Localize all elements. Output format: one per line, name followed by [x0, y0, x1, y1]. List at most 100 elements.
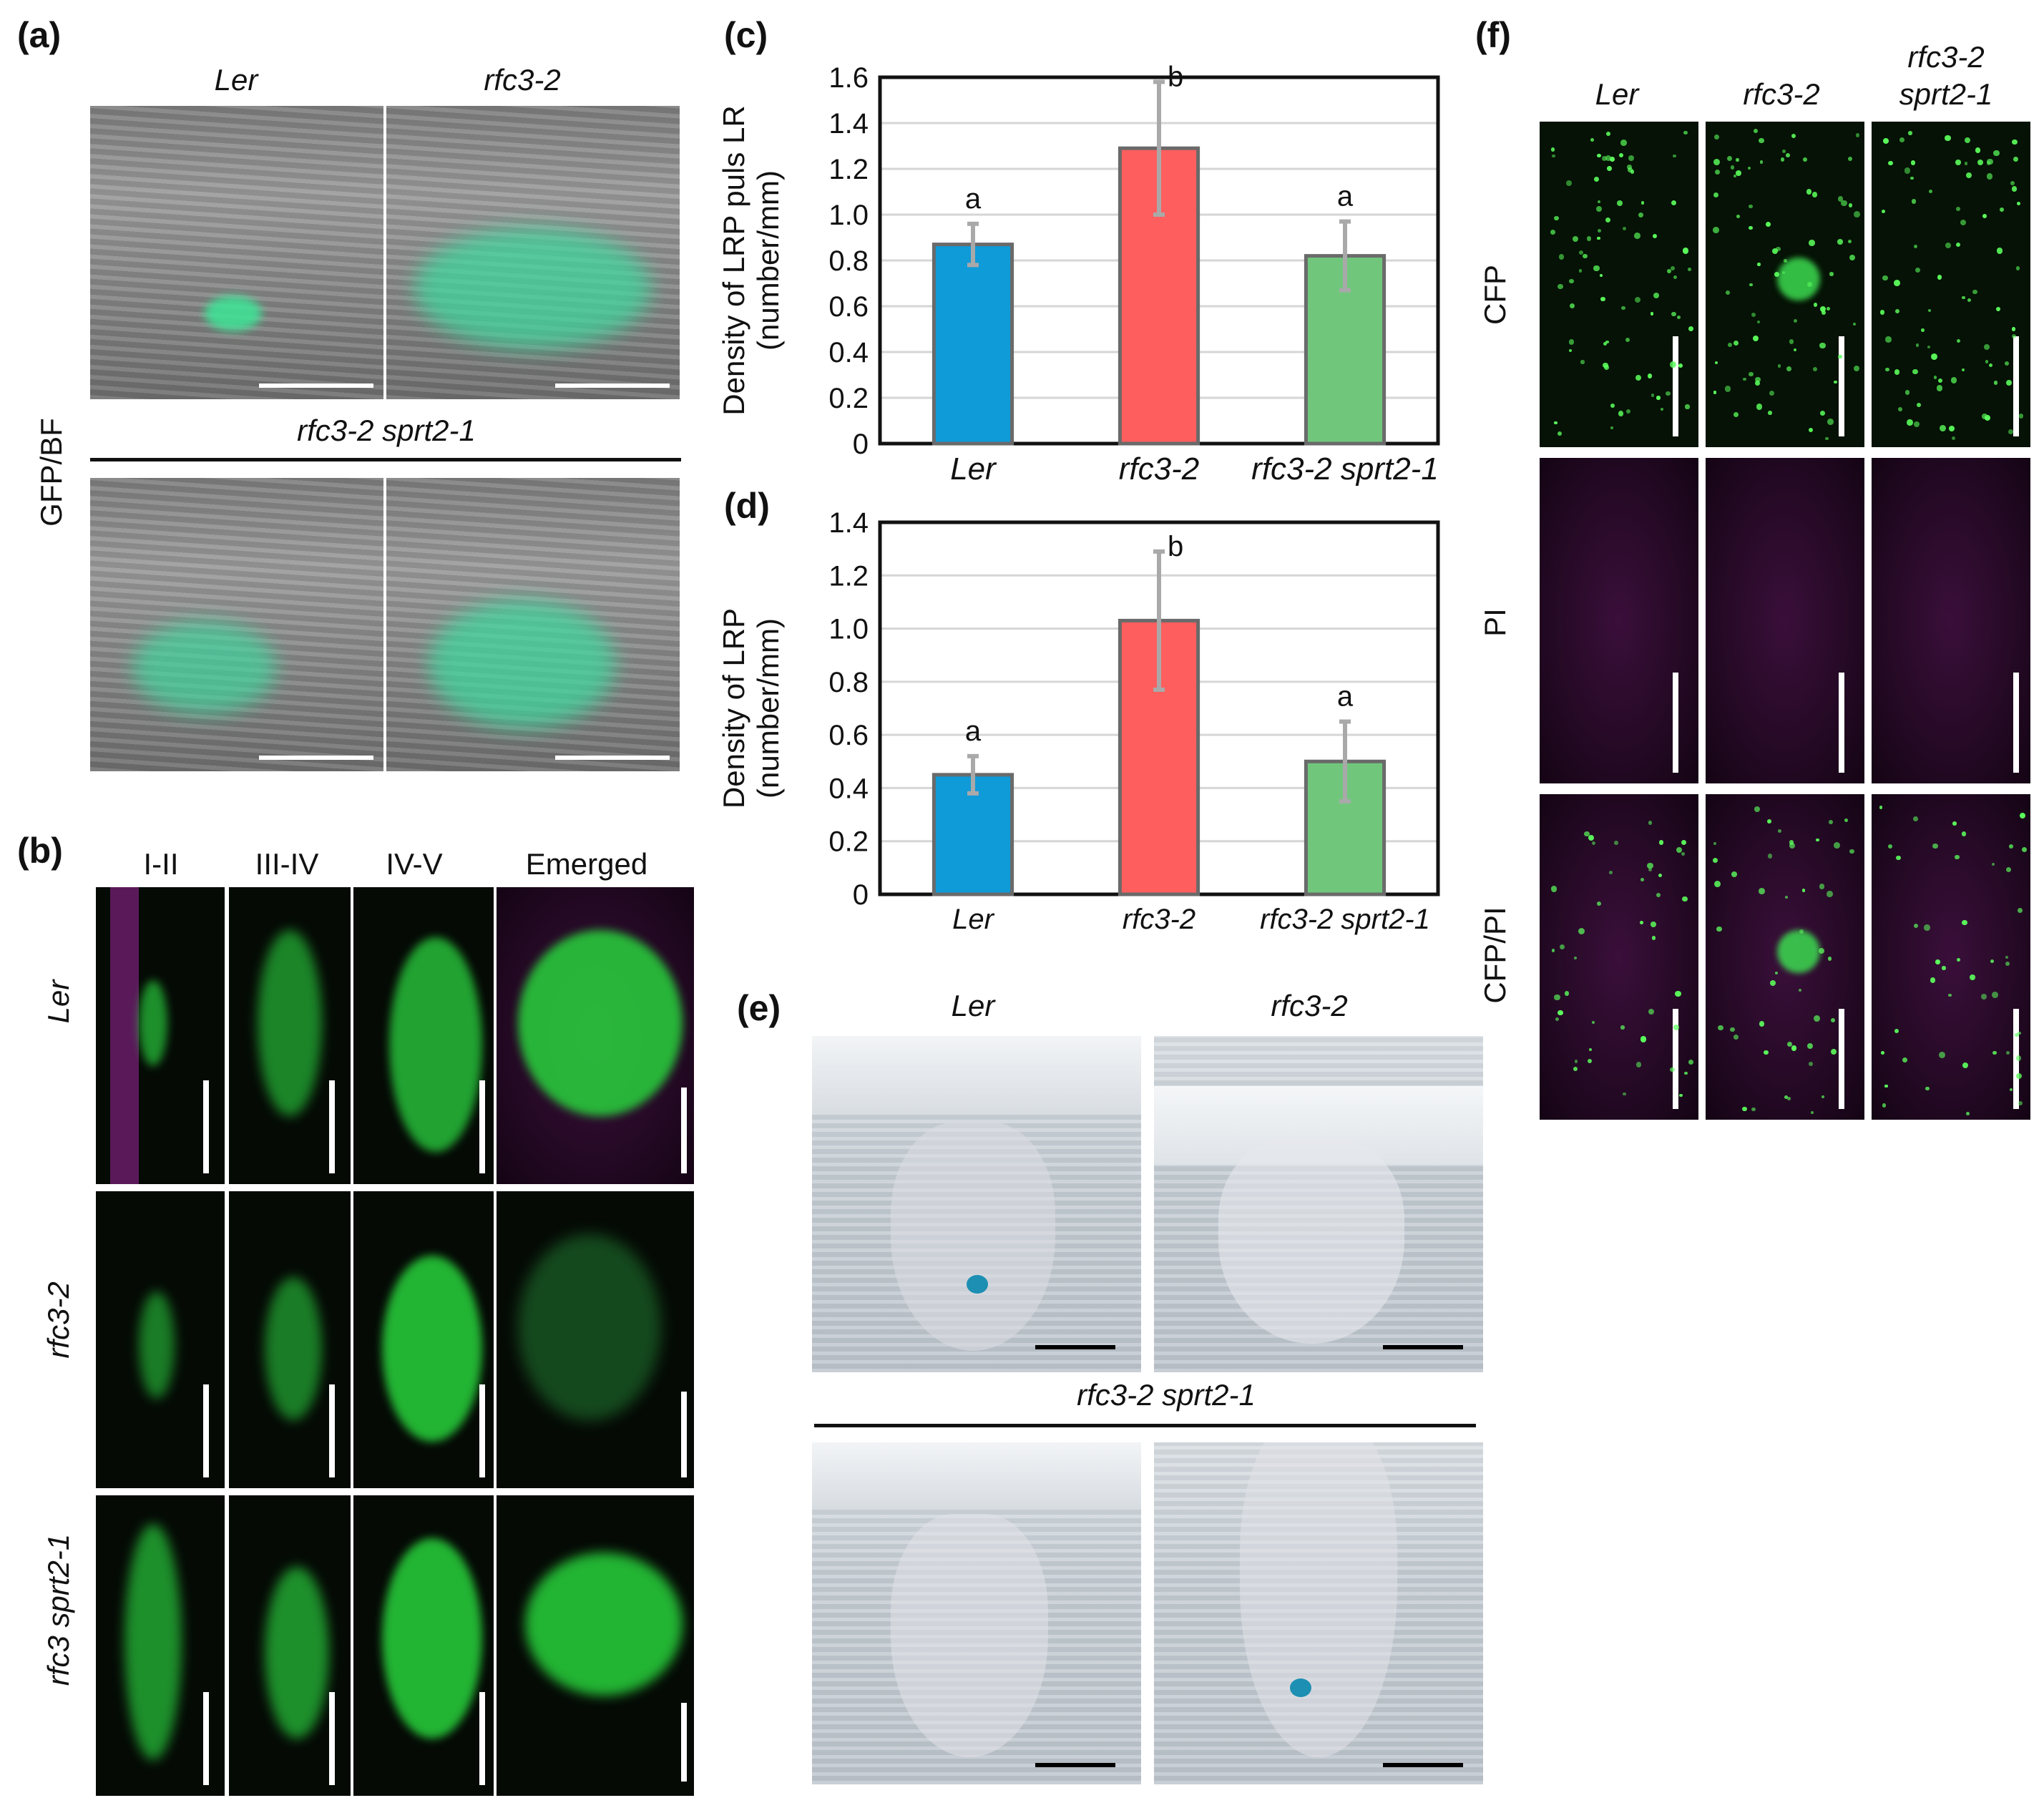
significance-letter: b	[1168, 61, 1183, 92]
fluorescent-dot	[1650, 311, 1654, 316]
fluorescent-dot	[1913, 924, 1918, 929]
fluorescent-dot	[1757, 263, 1761, 266]
fluorescent-dot	[1927, 345, 1931, 348]
fluorescent-dot	[1682, 896, 1688, 901]
panel-e-label: (e)	[737, 988, 781, 1028]
fluorescent-dot	[1938, 1052, 1945, 1059]
fluorescent-dot	[1605, 341, 1609, 344]
fluorescent-dot	[1887, 844, 1893, 849]
fluorescent-dot	[1610, 156, 1615, 162]
panel-b-image	[229, 887, 351, 1184]
fluorescent-dot	[1656, 396, 1661, 400]
y-tick-label: 0.4	[828, 773, 869, 804]
fluorescent-dot	[1647, 373, 1653, 378]
fluorescent-dot	[1619, 153, 1624, 158]
fluorescent-dot	[1853, 211, 1860, 218]
fluorescent-dot	[2021, 847, 2028, 853]
fluorescent-dot	[1736, 158, 1739, 162]
panel-e-col2-title: rfc3-2	[1271, 989, 1348, 1022]
fluorescent-dot	[1651, 394, 1655, 397]
fluorescent-dot	[1885, 336, 1892, 343]
fluorescent-dot	[1931, 353, 1938, 360]
fluorescent-dot	[1678, 363, 1683, 368]
fluorescent-dot	[1648, 1008, 1654, 1015]
fluorescent-dot	[1932, 843, 1938, 849]
fluorescent-dot	[1730, 165, 1735, 170]
fluorescent-dot	[1676, 846, 1682, 853]
fluorescent-dot	[1759, 160, 1764, 164]
fluorescent-dot	[1962, 920, 1967, 926]
scale-bar	[203, 1080, 209, 1173]
fluorescent-dot	[2012, 327, 2016, 331]
fluorescent-dot	[1578, 268, 1583, 273]
y-tick-label: 0.2	[828, 826, 869, 858]
fluorescent-dot	[1827, 418, 1834, 425]
fluorescent-dot	[1558, 1010, 1563, 1016]
fluorescent-dot	[1683, 131, 1688, 135]
fluorescent-dot	[1620, 140, 1627, 147]
fluorescent-dot	[1829, 819, 1833, 824]
fluorescent-dot	[1904, 390, 1910, 396]
fluorescent-dot	[1716, 926, 1722, 932]
fluorescent-dot	[1586, 236, 1592, 241]
fluorescent-dot	[1764, 1050, 1769, 1055]
fluorescent-dot	[1656, 892, 1661, 898]
fluorescent-dot	[1759, 1020, 1765, 1027]
fluorescent-dot	[1658, 874, 1663, 878]
panel-b-row3-label: rfc3 sprt2-1	[41, 1533, 75, 1686]
fluorescent-dot	[1713, 881, 1721, 887]
fluorescent-dot	[1713, 192, 1718, 197]
fluorescent-dot	[1731, 871, 1737, 877]
fluorescent-dot	[1768, 411, 1772, 415]
fluorescent-dot	[1685, 404, 1690, 409]
fluorescent-dot	[1623, 1092, 1626, 1096]
fluorescent-dot	[1885, 367, 1889, 371]
fluorescent-dot	[1935, 959, 1940, 964]
panel-f-col3-title-line2: sprt2-1	[1899, 77, 1993, 111]
scale-bar	[479, 1384, 485, 1477]
fluorescent-dot	[1597, 228, 1601, 233]
fluorescent-dot	[1628, 167, 1633, 172]
fluorescent-dot	[1965, 1111, 1970, 1116]
fluorescent-dot	[1990, 959, 1995, 964]
fluorescent-dot	[1569, 279, 1574, 284]
fluorescent-dot	[1559, 254, 1565, 260]
panel-f-row3-label: CFP/PI	[1478, 906, 1512, 1004]
y-axis-label-units: (number/mm)	[751, 618, 785, 798]
fluorescent-dot	[1982, 214, 1987, 219]
fluorescent-dot	[1714, 169, 1721, 175]
fluorescent-dot	[1937, 378, 1943, 383]
fluorescent-dot	[1810, 1110, 1814, 1114]
fluorescent-dot	[1578, 250, 1583, 255]
fluorescent-dot	[2016, 202, 2020, 206]
scale-bar	[681, 1088, 687, 1173]
fluorescent-dot	[1914, 244, 1918, 248]
fluorescent-dot	[1610, 403, 1615, 409]
fluorescent-dot	[1936, 385, 1943, 391]
scale-bar	[1383, 1345, 1463, 1349]
fluorescent-dot	[1627, 165, 1632, 170]
fluorescent-dot	[1831, 1018, 1836, 1023]
fluorescent-dot	[1951, 436, 1956, 440]
fluorescent-dot	[1660, 407, 1664, 411]
fluorescent-dot	[1955, 160, 1961, 165]
fluorescent-dot	[1640, 877, 1644, 881]
fluorescent-dot	[1975, 147, 1981, 153]
fluorescent-dot	[1789, 339, 1794, 344]
fluorescent-dot	[1727, 342, 1732, 347]
x-category-label: rfc3-2	[1123, 904, 1195, 935]
significance-letter: a	[965, 715, 982, 747]
fluorescent-dot	[1853, 365, 1860, 371]
fluorescent-dot	[2016, 1055, 2022, 1061]
fluorescent-dot	[1945, 242, 1952, 248]
panel-b-image	[96, 887, 225, 1184]
fluorescent-dot	[1552, 154, 1556, 158]
fluorescent-dot	[1605, 217, 1611, 223]
panel-a-image-double-1	[90, 478, 383, 771]
panel-b-row2-label: rfc3-2	[41, 1281, 75, 1359]
fluorescent-dot	[1596, 901, 1601, 906]
fluorescent-dot	[1688, 326, 1693, 331]
fluorescent-dot	[1965, 137, 1971, 144]
panel-e-image-rfc3	[1154, 1036, 1483, 1372]
fluorescent-dot	[1726, 156, 1732, 162]
